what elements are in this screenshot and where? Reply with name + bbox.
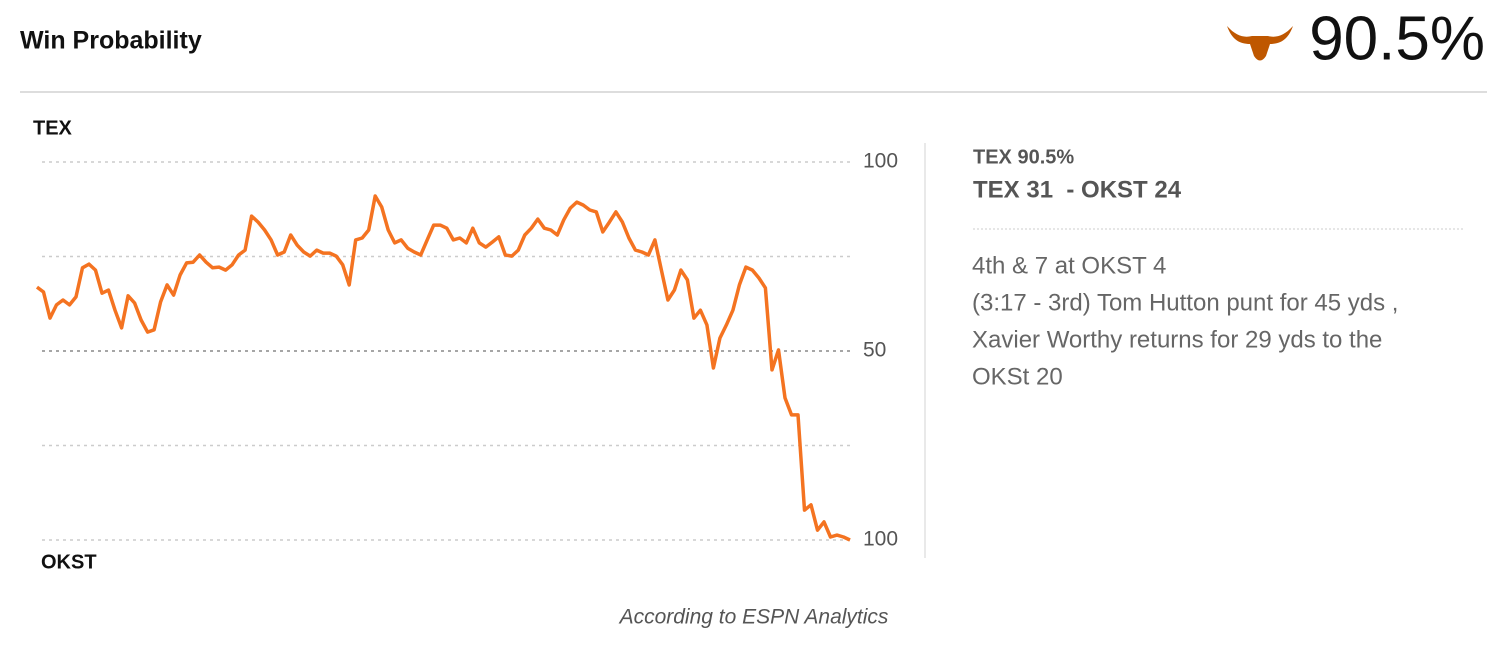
- header-percent: 90.5%: [1309, 4, 1485, 73]
- top-team-label: TEX: [33, 117, 73, 139]
- win-probability-line: [35, 194, 851, 542]
- play-text-line: (3:17 - 3rd) Tom Hutton punt for 45 yds …: [972, 289, 1398, 316]
- source-note: According to ESPN Analytics: [618, 606, 889, 629]
- title: Win Probability: [20, 27, 202, 55]
- y-tick-label: 100: [863, 528, 898, 551]
- play-text-line: Xavier Worthy returns for 29 yds to the: [972, 326, 1382, 353]
- team-logo: [1227, 26, 1293, 61]
- play-text-line: 4th & 7 at OKST 4: [972, 252, 1166, 279]
- play-text-line: OKSt 20: [972, 363, 1063, 390]
- y-tick-label: 100: [863, 150, 898, 173]
- bottom-team-label: OKST: [41, 551, 97, 573]
- play-score: TEX 31 - OKST 24: [973, 176, 1182, 203]
- y-tick-label: 50: [863, 339, 886, 362]
- play-probability: TEX 90.5%: [973, 146, 1074, 168]
